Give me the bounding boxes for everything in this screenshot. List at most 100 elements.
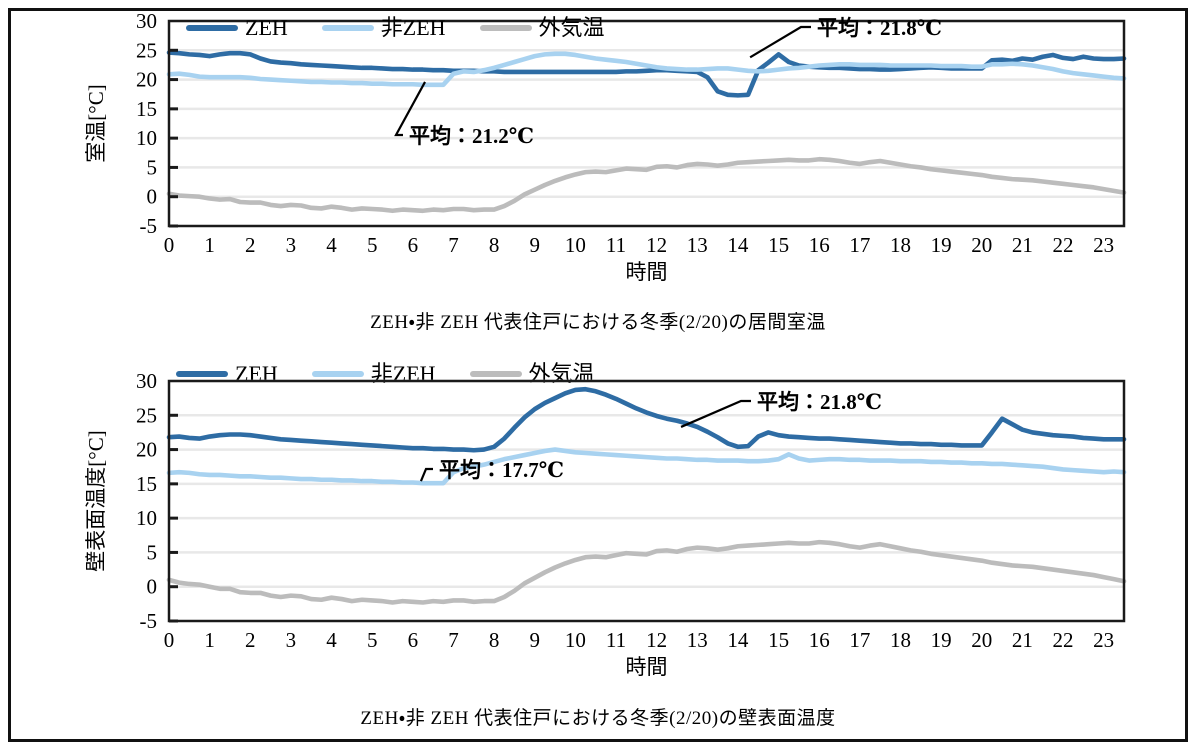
legend-swatch-zeh	[186, 25, 238, 31]
legend-item-zeh-2[interactable]: ZEH	[176, 363, 278, 385]
annotation-leader-line	[394, 81, 426, 137]
y-axis-title: 室温[°C]	[84, 84, 108, 162]
x-tick-label: 18	[890, 233, 911, 257]
legend-item-outdoor[interactable]: 外気温	[479, 15, 605, 40]
y-tick-label: 30	[136, 369, 157, 393]
x-tick-label: 13	[687, 233, 708, 257]
legend-swatch-zeh-2	[176, 371, 228, 377]
x-tick-label: 17	[849, 233, 870, 257]
series-line-非ZEH	[166, 51, 1127, 88]
caption-figure1: ZEH・非 ZEH 代表住戸における冬季(2/20)の居間室温	[370, 312, 826, 333]
x-tick-label: 1	[204, 233, 215, 257]
x-tick-label: 8	[489, 233, 500, 257]
x-tick-label: 0	[164, 628, 175, 652]
x-tick-label: 8	[489, 628, 500, 652]
legend-swatch-hizeh-2	[311, 371, 364, 377]
x-tick-label: 15	[768, 233, 789, 257]
x-tick-label: 4	[326, 233, 337, 257]
figure-wall-surface-temperature: ZEH 非ZEH 外気温 -5 0 5 10 15 20 25 30 0 1 2 3 4 5 6 7 8 9 10 1…	[11, 341, 1185, 741]
x-tick-label: 16	[809, 628, 830, 652]
series-line-ZEH	[166, 50, 1127, 98]
legend-label-hizeh-2: 非ZEH	[370, 361, 436, 386]
x-tick-label: 1	[204, 628, 215, 652]
legend-chart1: ZEH 非ZEH 外気温	[186, 17, 605, 39]
x-tick-label: 19	[931, 233, 952, 257]
legend-label-zeh-2: ZEH	[235, 361, 278, 386]
x-tick-label: 2	[245, 628, 256, 652]
series-line-外気温	[166, 539, 1127, 605]
x-tick-label: 23	[1093, 233, 1114, 257]
x-tick-label: 5	[367, 233, 378, 257]
x-tick-label: 16	[809, 233, 830, 257]
x-tick-label: 15	[768, 628, 789, 652]
y-tick-label: 25	[136, 38, 157, 62]
legend-item-hizeh-2[interactable]: 非ZEH	[311, 361, 436, 386]
annotation-label: 平均：21.8℃	[817, 16, 942, 40]
x-tick-label: 22	[1053, 233, 1074, 257]
legend-swatch-outdoor-2	[469, 371, 522, 377]
y-tick-label: 5	[147, 155, 158, 179]
x-tick-label: 10	[565, 628, 586, 652]
legend-label-hizeh: 非ZEH	[380, 15, 446, 40]
x-tick-label: 14	[727, 233, 749, 257]
x-tick-label: 21	[1012, 233, 1033, 257]
legend-label-outdoor-2: 外気温	[528, 361, 595, 386]
y-tick-label: 20	[136, 68, 157, 92]
x-tick-label: 6	[408, 628, 419, 652]
legend-item-outdoor-2[interactable]: 外気温	[469, 361, 595, 386]
series-line-外気温	[166, 156, 1127, 214]
legend-item-hizeh[interactable]: 非ZEH	[321, 15, 446, 40]
x-tick-label: 0	[164, 233, 175, 257]
x-tick-label: 3	[286, 628, 297, 652]
annotation-leader-line	[680, 399, 751, 428]
x-tick-label: 23	[1093, 628, 1114, 652]
x-tick-label: 18	[890, 628, 911, 652]
x-tick-label: 3	[286, 233, 297, 257]
x-tick-label: 21	[1012, 628, 1033, 652]
x-tick-label: 4	[326, 628, 337, 652]
legend-label-outdoor: 外気温	[538, 15, 605, 40]
x-tick-label: 7	[448, 628, 459, 652]
plot-area-border	[167, 379, 1126, 623]
x-tick-label: 11	[606, 233, 626, 257]
x-tick-label: 9	[529, 628, 540, 652]
x-tick-label: 13	[687, 628, 708, 652]
y-tick-label: 25	[136, 403, 157, 427]
y-tick-label: 5	[147, 540, 158, 564]
x-axis-title: 時間	[626, 655, 668, 679]
x-tick-label: 11	[606, 628, 626, 652]
y-axis-title: 壁表面温度[°C]	[84, 430, 108, 571]
x-tick-label: 14	[727, 628, 749, 652]
legend-swatch-outdoor	[479, 25, 532, 31]
x-tick-label: 7	[448, 233, 459, 257]
annotation-leader-line	[419, 467, 433, 482]
y-tick-label: 30	[136, 11, 157, 33]
x-tick-label: 17	[849, 628, 870, 652]
x-tick-label: 20	[971, 628, 992, 652]
annotation-label: 平均：17.7℃	[439, 458, 564, 482]
legend-label-zeh: ZEH	[245, 15, 288, 40]
x-tick-label: 6	[408, 233, 419, 257]
y-tick-label: 15	[136, 97, 157, 121]
legend-swatch-hizeh	[321, 25, 374, 31]
x-tick-label: 19	[931, 628, 952, 652]
x-tick-label: 5	[367, 628, 378, 652]
x-tick-label: 12	[646, 233, 667, 257]
x-tick-label: 10	[565, 233, 586, 257]
x-tick-label: 12	[646, 628, 667, 652]
figure-room-temperature: ZEH 非ZEH 外気温 -5 0 5 10 15 20 25 30 0 1 2 3 4 5 6 7 8 9 10 1…	[11, 11, 1185, 341]
x-tick-label: 9	[529, 233, 540, 257]
y-tick-label: -5	[140, 214, 158, 238]
annotation-leader-line	[749, 25, 811, 59]
y-tick-label: 15	[136, 472, 157, 496]
x-axis-title: 時間	[626, 260, 668, 284]
figure-frame: ZEH 非ZEH 外気温 -5 0 5 10 15 20 25 30 0 1 2 3 4 5 6 7 8 9 10 1…	[8, 8, 1188, 742]
y-tick-label: -5	[140, 609, 158, 633]
series-line-ZEH	[166, 386, 1127, 453]
legend-item-zeh[interactable]: ZEH	[186, 17, 288, 39]
y-tick-label: 10	[136, 126, 157, 150]
x-tick-label: 2	[245, 233, 256, 257]
plot-area-border	[167, 19, 1126, 228]
